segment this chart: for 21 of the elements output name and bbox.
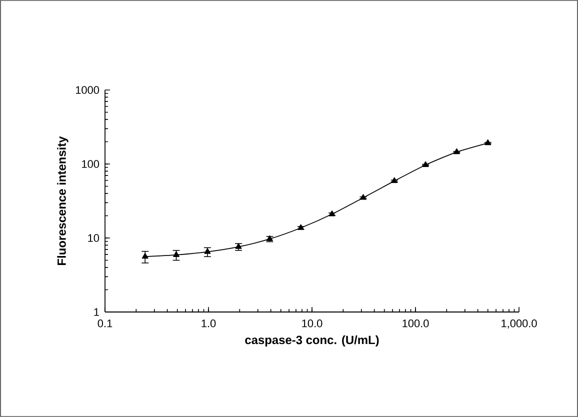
point — [204, 248, 211, 254]
point — [328, 210, 336, 216]
x-tick-label: 1,000.0 — [502, 320, 537, 329]
y-axis-title: Fluorescence intensity — [57, 136, 68, 265]
point — [360, 194, 366, 200]
x-tick-label: 1.0 — [202, 320, 216, 328]
point — [173, 251, 180, 257]
point — [484, 139, 492, 146]
y-tick-label: 10 — [88, 234, 100, 242]
x-tick-label: 100.0 — [402, 320, 429, 328]
point — [422, 161, 429, 168]
y-tick-label: 100 — [82, 160, 100, 168]
x-axis-title: caspase-3 conc. (U/mL) — [245, 335, 379, 347]
point — [235, 243, 242, 249]
point — [391, 177, 398, 183]
point — [298, 224, 304, 230]
y-tick-label: 1000 — [76, 86, 100, 94]
x-tick-label: 10.0 — [302, 320, 322, 328]
y-tick-label: 1 — [94, 308, 99, 316]
point — [453, 148, 460, 154]
x-tick-label: 0.1 — [98, 320, 112, 328]
